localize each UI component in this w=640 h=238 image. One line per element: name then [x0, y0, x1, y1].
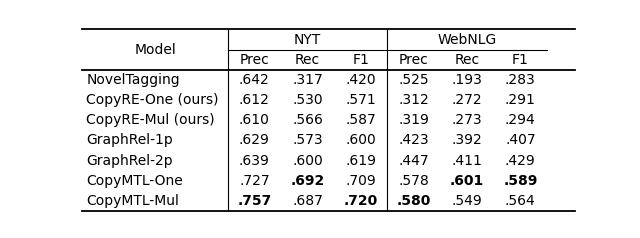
Text: .587: .587: [346, 113, 376, 127]
Text: .610: .610: [239, 113, 270, 127]
Text: WebNLG: WebNLG: [438, 33, 497, 47]
Text: .549: .549: [452, 194, 483, 208]
Text: Rec: Rec: [454, 53, 480, 67]
Text: .447: .447: [399, 154, 429, 168]
Text: .571: .571: [346, 93, 376, 107]
Text: .407: .407: [505, 133, 536, 147]
Text: .642: .642: [239, 73, 269, 87]
Text: Rec: Rec: [295, 53, 320, 67]
Text: .573: .573: [292, 133, 323, 147]
Text: Prec: Prec: [399, 53, 429, 67]
Text: .423: .423: [399, 133, 429, 147]
Text: CopyMTL-Mul: CopyMTL-Mul: [86, 194, 179, 208]
Text: .291: .291: [505, 93, 536, 107]
Text: .687: .687: [292, 194, 323, 208]
Text: .294: .294: [505, 113, 536, 127]
Text: .392: .392: [452, 133, 483, 147]
Text: .272: .272: [452, 93, 483, 107]
Text: .709: .709: [346, 174, 376, 188]
Text: .566: .566: [292, 113, 323, 127]
Text: .193: .193: [452, 73, 483, 87]
Text: .530: .530: [292, 93, 323, 107]
Text: .578: .578: [399, 174, 429, 188]
Text: NovelTagging: NovelTagging: [86, 73, 180, 87]
Text: .411: .411: [452, 154, 483, 168]
Text: .629: .629: [239, 133, 270, 147]
Text: .429: .429: [505, 154, 536, 168]
Text: .639: .639: [239, 154, 270, 168]
Text: .612: .612: [239, 93, 270, 107]
Text: CopyMTL-One: CopyMTL-One: [86, 174, 183, 188]
Text: .727: .727: [239, 174, 269, 188]
Text: .720: .720: [344, 194, 378, 208]
Text: GraphRel-1p: GraphRel-1p: [86, 133, 173, 147]
Text: CopyRE-Mul (ours): CopyRE-Mul (ours): [86, 113, 215, 127]
Text: .580: .580: [397, 194, 431, 208]
Text: .312: .312: [399, 93, 429, 107]
Text: .692: .692: [291, 174, 324, 188]
Text: F1: F1: [512, 53, 529, 67]
Text: .601: .601: [450, 174, 484, 188]
Text: .317: .317: [292, 73, 323, 87]
Text: .420: .420: [346, 73, 376, 87]
Text: .589: .589: [503, 174, 538, 188]
Text: CopyRE-One (ours): CopyRE-One (ours): [86, 93, 219, 107]
Text: .600: .600: [346, 133, 376, 147]
Text: .600: .600: [292, 154, 323, 168]
Text: NYT: NYT: [294, 33, 321, 47]
Text: .283: .283: [505, 73, 536, 87]
Text: .319: .319: [399, 113, 429, 127]
Text: .525: .525: [399, 73, 429, 87]
Text: F1: F1: [353, 53, 369, 67]
Text: GraphRel-2p: GraphRel-2p: [86, 154, 173, 168]
Text: .564: .564: [505, 194, 536, 208]
Text: .757: .757: [237, 194, 271, 208]
Text: .273: .273: [452, 113, 483, 127]
Text: .619: .619: [345, 154, 376, 168]
Text: Model: Model: [134, 43, 176, 57]
Text: Prec: Prec: [239, 53, 269, 67]
